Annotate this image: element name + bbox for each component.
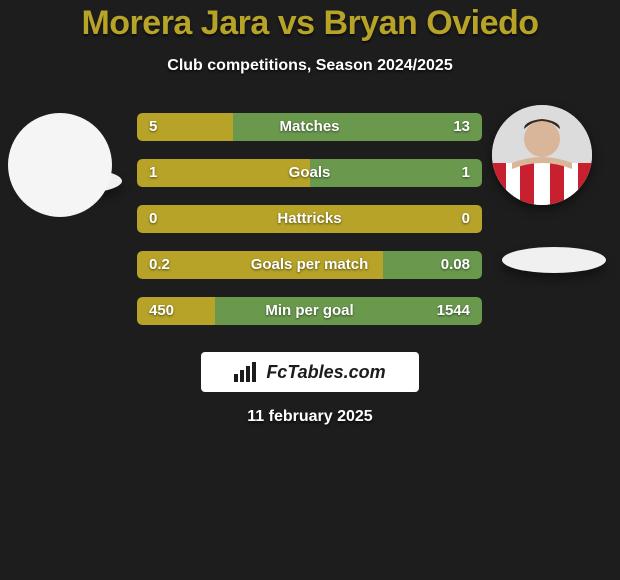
stat-bar-right [233, 113, 482, 141]
comparison-infographic: { "title_color": "#b6a327", "background_… [0, 0, 620, 580]
stat-value-right: 1544 [437, 297, 470, 325]
stat-bar-left [137, 205, 482, 233]
stat-row: 11Goals [137, 159, 482, 187]
stat-value-left: 1 [149, 159, 157, 187]
player-right-avatar [492, 105, 592, 205]
watermark-chart-icon [234, 362, 260, 382]
page-title: Morera Jara vs Bryan Oviedo [0, 0, 620, 43]
avatar-shadow-right [502, 247, 606, 273]
player-right-portrait-icon [492, 105, 592, 205]
stat-bar-right [310, 159, 483, 187]
stat-row: 513Matches [137, 113, 482, 141]
stat-value-left: 450 [149, 297, 174, 325]
watermark: FcTables.com [201, 352, 419, 392]
player-left-avatar [8, 113, 112, 217]
stat-bar-left [137, 251, 383, 279]
date-line: 11 february 2025 [0, 408, 620, 426]
stat-row: 00Hattricks [137, 205, 482, 233]
stat-value-left: 0.2 [149, 251, 170, 279]
stat-value-left: 0 [149, 205, 157, 233]
stat-value-right: 0.08 [441, 251, 470, 279]
stat-row: 4501544Min per goal [137, 297, 482, 325]
stat-value-right: 1 [462, 159, 470, 187]
watermark-text: FcTables.com [266, 362, 385, 383]
stat-bars: 513Matches11Goals00Hattricks0.20.08Goals… [137, 113, 482, 343]
stat-value-left: 5 [149, 113, 157, 141]
stat-value-right: 0 [462, 205, 470, 233]
stat-row: 0.20.08Goals per match [137, 251, 482, 279]
stat-value-right: 13 [453, 113, 470, 141]
subtitle: Club competitions, Season 2024/2025 [0, 57, 620, 75]
stat-bar-left [137, 159, 310, 187]
